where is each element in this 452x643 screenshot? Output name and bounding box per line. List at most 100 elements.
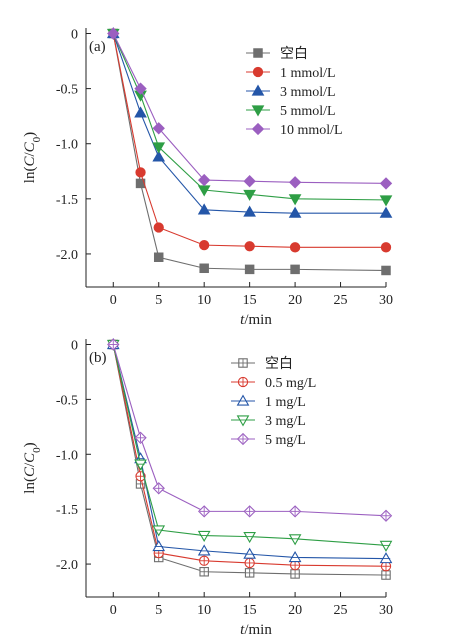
data-point	[243, 532, 256, 544]
x-tick-label: 5	[155, 293, 162, 308]
x-tick-label: 20	[288, 293, 302, 308]
x-tick-label: 10	[197, 293, 211, 308]
x-tick-label: 15	[243, 293, 257, 308]
legend-label: 空白	[265, 356, 293, 372]
y-title-part: C	[22, 452, 38, 463]
x-tick-label: 20	[288, 603, 302, 618]
x-axis-title-unit: /min	[244, 312, 272, 328]
legend-label: 1 mg/L	[265, 395, 306, 410]
y-tick-label: 0	[71, 338, 78, 353]
data-point	[134, 106, 147, 118]
data-point	[379, 540, 393, 552]
data-point	[152, 539, 166, 552]
y-tick-label: 0	[71, 28, 78, 43]
y-title-part: ln(	[22, 477, 38, 494]
y-tick-label: -1.5	[56, 503, 78, 518]
x-axis-title-var: t	[240, 312, 245, 328]
y-title-sub: 0	[31, 447, 43, 453]
legend-label: 空白	[280, 46, 308, 62]
data-point	[134, 82, 147, 95]
series-0	[108, 28, 391, 276]
legend-marker	[251, 105, 265, 117]
data-point	[244, 264, 255, 275]
y-tick-label: -1.5	[56, 193, 78, 208]
y-tick-label: -2.0	[56, 248, 78, 263]
data-point	[290, 264, 300, 275]
y-title-part: ln(	[22, 167, 38, 184]
data-point	[198, 173, 211, 187]
x-tick-label: 0	[110, 603, 117, 618]
data-point	[288, 206, 302, 218]
x-tick-label: 5	[155, 603, 162, 618]
y-tick-label: -1.0	[56, 448, 78, 463]
data-point	[134, 459, 147, 471]
data-point	[199, 239, 210, 251]
y-title-part: C	[22, 156, 38, 167]
chart-panel-b: 0 5 10 15 20 25 300-0.5-1.0-1.5-2.0t/minln(C/C…	[22, 337, 393, 638]
data-point	[197, 530, 211, 543]
x-tick-label: 15	[243, 603, 257, 618]
y-axis-title: ln(C/C0)	[22, 132, 43, 183]
y-title-sub: 0	[31, 136, 43, 142]
data-point	[152, 525, 166, 537]
series-0	[108, 339, 391, 580]
x-tick-label: 25	[334, 293, 348, 308]
x-tick-label: 30	[379, 603, 393, 618]
data-point	[288, 550, 302, 563]
x-tick-label: 25	[334, 603, 348, 618]
data-point	[152, 142, 166, 154]
data-point	[243, 189, 256, 201]
legend-marker	[253, 48, 263, 58]
panel-label: (b)	[89, 350, 107, 366]
x-axis-title: t/min	[240, 622, 272, 638]
legend-label: 5 mmol/L	[280, 104, 336, 119]
legend-label: 1 mmol/L	[280, 66, 336, 81]
data-point	[288, 194, 302, 206]
chart-panel-a: 0 5 10 15 20 25 300-0.5-1.0-1.5-2.0t/minln(C/C…	[22, 27, 393, 328]
data-point	[199, 263, 209, 274]
series-4	[107, 338, 393, 522]
legend-label: 3 mg/L	[265, 414, 306, 429]
y-title-part: )	[22, 132, 38, 137]
series-3	[106, 339, 393, 552]
data-point	[152, 150, 166, 162]
series-line	[112, 33, 387, 272]
y-title-part: C	[22, 466, 38, 477]
data-point	[135, 167, 146, 178]
data-point	[197, 544, 211, 556]
legend-label: 5 mg/L	[265, 433, 306, 448]
data-point	[380, 242, 392, 253]
data-point	[243, 205, 256, 217]
y-title-part: )	[22, 442, 38, 447]
data-point	[152, 122, 165, 135]
x-axis-title: t/min	[240, 312, 272, 328]
data-point	[107, 27, 120, 40]
data-point	[244, 241, 255, 252]
legend-label: 0.5 mg/L	[265, 376, 316, 391]
series-1	[108, 28, 392, 253]
y-tick-label: -0.5	[56, 393, 78, 408]
series-2	[106, 337, 393, 564]
data-point	[379, 552, 393, 564]
legend-label: 10 mmol/L	[280, 123, 343, 138]
series-line	[112, 33, 387, 201]
data-point	[288, 176, 302, 189]
y-tick-label: -2.0	[56, 558, 78, 573]
data-point	[153, 222, 164, 233]
legend-marker	[236, 415, 250, 427]
x-axis-title-var: t	[240, 622, 245, 638]
y-title-part: /	[22, 152, 38, 157]
x-tick-label: 10	[197, 603, 211, 618]
data-point	[379, 195, 393, 207]
data-point	[379, 177, 393, 190]
legend-marker	[251, 122, 265, 136]
series-line	[112, 344, 387, 517]
data-point	[381, 265, 391, 276]
legend-marker	[236, 394, 250, 406]
series-4	[107, 27, 393, 190]
data-point	[243, 175, 256, 188]
x-tick-label: 30	[379, 293, 393, 308]
data-point	[153, 252, 164, 262]
